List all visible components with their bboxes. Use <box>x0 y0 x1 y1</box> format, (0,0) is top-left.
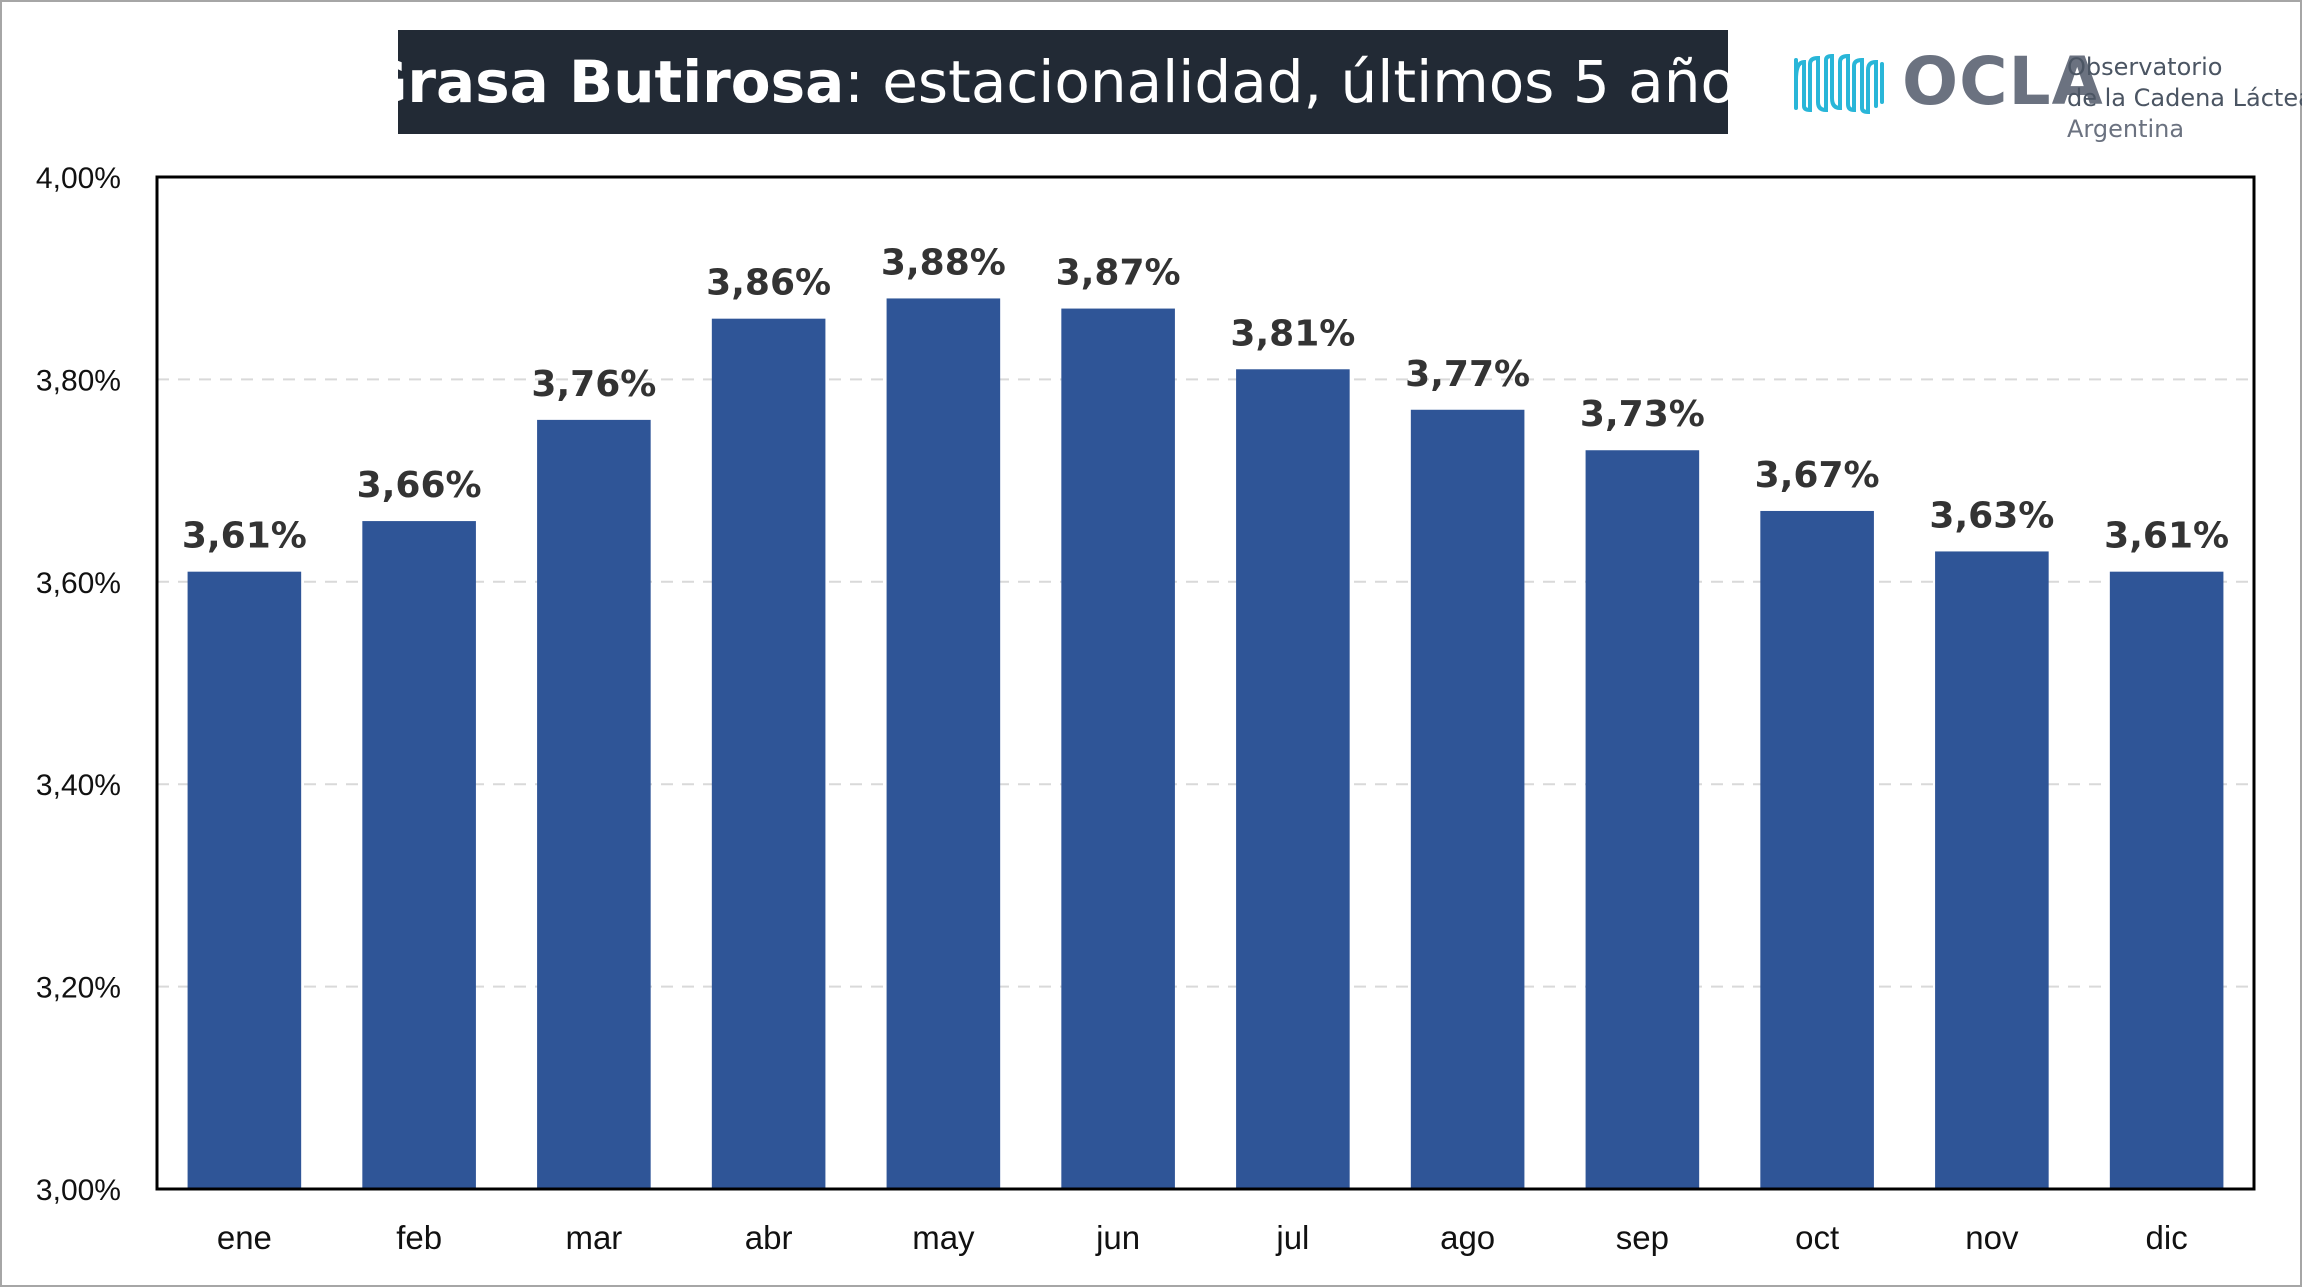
x-axis-labels: ene feb mar abr may jun jul ago sep oct nov dic <box>217 1219 2188 1256</box>
data-label-ago: 3,77% <box>1405 354 1530 395</box>
bar-oct <box>1760 510 1874 1190</box>
bar-sep <box>1585 450 1700 1189</box>
data-label-sep: 3,73% <box>1580 394 1705 435</box>
y-tick-label: 4,00% <box>36 162 121 195</box>
data-label-ene: 3,61% <box>182 516 307 557</box>
data-label-feb: 3,66% <box>357 465 482 506</box>
y-tick-label: 3,80% <box>36 364 121 397</box>
x-tick-label-jun: jun <box>1095 1219 1140 1256</box>
logo-word: OCLA <box>1902 43 2104 120</box>
y-axis-ticks: 3,00% 3,20% 3,40% 3,60% 3,80% 4,00% <box>36 162 121 1207</box>
x-tick-label-may: may <box>912 1219 975 1256</box>
logo-line-1: Observatorio <box>2067 53 2223 81</box>
x-tick-label-abr: abr <box>745 1219 793 1256</box>
data-label-may: 3,88% <box>881 242 1006 283</box>
x-tick-label-mar: mar <box>565 1219 622 1256</box>
data-label-nov: 3,63% <box>1929 495 2054 536</box>
x-tick-label-dic: dic <box>2146 1219 2188 1256</box>
data-label-jul: 3,81% <box>1230 313 1355 354</box>
title-bold: Grasa Butirosa <box>359 48 845 116</box>
chart-title: Grasa Butirosa: estacionalidad, últimos … <box>360 30 1766 134</box>
bar-ene <box>187 571 302 1189</box>
y-tick-label: 3,40% <box>36 769 121 802</box>
x-tick-label-ene: ene <box>217 1219 272 1256</box>
x-tick-label-feb: feb <box>396 1219 442 1256</box>
gridlines <box>157 378 2254 988</box>
bar-nov <box>1935 551 2049 1189</box>
x-tick-label-ago: ago <box>1440 1219 1495 1256</box>
x-tick-label-nov: nov <box>1965 1219 2019 1256</box>
x-tick-label-jul: jul <box>1275 1219 1309 1256</box>
data-label-jun: 3,87% <box>1056 253 1181 294</box>
data-labels: 3,61% 3,66% 3,76% 3,86% 3,88% 3,87% 3,81% 3,77%… <box>182 242 2229 556</box>
title-rest: : estacionalidad, últimos 5 años <box>844 48 1767 116</box>
data-label-oct: 3,67% <box>1755 455 1880 496</box>
logo-line-3: Argentina <box>2067 115 2185 143</box>
y-tick-label: 3,60% <box>36 567 121 600</box>
logo-line-2: de la Cadena Láctea <box>2067 84 2302 112</box>
y-tick-label: 3,20% <box>36 972 121 1005</box>
bar-feb <box>362 521 476 1189</box>
y-tick-label: 3,00% <box>36 1174 121 1207</box>
x-tick-label-sep: sep <box>1616 1219 1669 1256</box>
data-label-abr: 3,86% <box>706 263 831 304</box>
bar-ago <box>1410 409 1525 1189</box>
data-label-mar: 3,76% <box>531 364 656 405</box>
bars <box>187 298 2224 1190</box>
wave-logo-icon <box>1794 53 1884 114</box>
ocla-logo: OCLA Observatorio de la Cadena Láctea Ar… <box>1792 43 2302 144</box>
data-label-dic: 3,61% <box>2104 516 2229 557</box>
bar-jul <box>1236 369 1350 1189</box>
bar-may <box>886 298 1001 1189</box>
bar-abr <box>711 318 826 1189</box>
logo-subtitle: Observatorio de la Cadena Láctea Argenti… <box>2067 52 2302 145</box>
bar-mar <box>537 419 651 1189</box>
bar-dic <box>2109 571 2224 1189</box>
x-tick-label-oct: oct <box>1795 1219 1839 1256</box>
plot-area-border <box>155 175 2256 1191</box>
bar-jun <box>1061 308 1175 1189</box>
